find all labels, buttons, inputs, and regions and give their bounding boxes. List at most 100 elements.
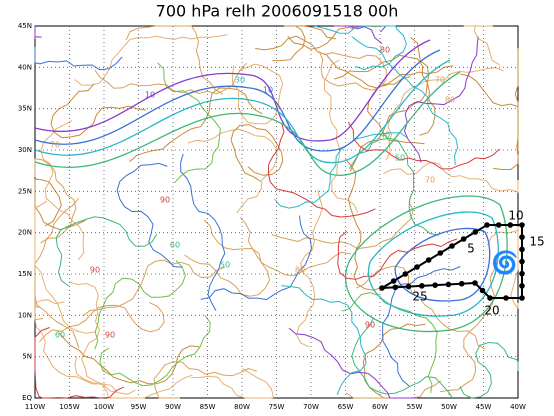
contour-line (55, 216, 158, 287)
contour-label: 60 (170, 241, 180, 250)
contour-line (323, 59, 359, 213)
map-title: 700 hPa relh 2006091518 00h (156, 2, 399, 21)
track-point (392, 284, 399, 291)
lat-label: 10N (18, 311, 32, 319)
track-point (472, 280, 478, 286)
lat-label: 35N (18, 105, 32, 113)
contour-label: 30 (235, 76, 245, 85)
lon-label: 65W (338, 403, 354, 411)
contour-label: 60 (55, 331, 65, 340)
contour-line (34, 158, 77, 244)
contour-line (74, 34, 228, 86)
contour-label: 90 (160, 196, 170, 205)
track-point (479, 287, 486, 294)
contour-line (267, 123, 376, 218)
track-point (405, 283, 412, 290)
contour-line (351, 317, 454, 399)
contour-label: 80 (445, 96, 455, 105)
lon-label: 110W (25, 403, 45, 411)
contour-line (341, 292, 438, 394)
contour-line (288, 327, 418, 399)
contour-label: 50 (395, 154, 405, 163)
contour-label: 40 (380, 131, 390, 140)
contour-line (349, 137, 439, 236)
contour-line (40, 119, 85, 261)
track-point (519, 222, 525, 228)
track-point (503, 295, 509, 301)
track-point (460, 236, 467, 242)
track-point (414, 264, 420, 270)
track-label: 25 (412, 290, 427, 304)
contour-labels: 10 10 30 40 50 70 80 90 90 90 60 50 80 70 90 70 80 60 (50, 46, 455, 340)
lon-label: 40W (510, 403, 526, 411)
contour-line (34, 299, 118, 393)
lon-label: 80W (234, 403, 250, 411)
track-label: 15 (529, 235, 544, 249)
contour-line (34, 39, 431, 142)
contour-line (50, 83, 147, 139)
contour-line (231, 63, 284, 125)
contour-line (334, 54, 436, 136)
track-point (495, 222, 502, 228)
contour-line (347, 122, 500, 170)
contour-label: 90 (365, 321, 375, 330)
contour-label: 70 (50, 141, 60, 150)
lat-label: 15N (18, 270, 32, 278)
contour-line (403, 36, 479, 163)
contour-line (459, 341, 519, 399)
contour-label: 90 (105, 331, 115, 340)
track-point (419, 283, 425, 289)
storm-track: 🌀 (379, 222, 525, 301)
lat-label: 30N (18, 146, 32, 154)
track-point (425, 257, 432, 263)
lon-label: 50W (441, 403, 457, 411)
lon-label: 95W (131, 403, 147, 411)
contour-line (274, 132, 409, 209)
graticule (35, 26, 518, 398)
contour-line (203, 219, 351, 277)
track-point (472, 229, 479, 235)
lat-label: 20N (18, 229, 32, 237)
contour-line (34, 197, 80, 321)
track-point (519, 283, 525, 289)
track-labels: 5 10 15 20 25 (412, 209, 544, 318)
contour-line (200, 215, 313, 301)
track-point (445, 281, 452, 288)
contour-line (34, 327, 125, 399)
contour-line (125, 25, 224, 95)
contour-line (180, 153, 226, 311)
track-label: 5 (467, 242, 475, 256)
contour-line (190, 368, 275, 399)
contours (34, 25, 519, 399)
contour-line (382, 266, 461, 387)
lat-label: 5N (22, 353, 32, 361)
track-point (432, 282, 438, 288)
contour-line (460, 73, 519, 152)
contour-line (318, 51, 387, 91)
contour-line (296, 189, 324, 348)
contour-line (34, 49, 441, 152)
track-point (390, 278, 397, 284)
lon-label: 90W (165, 403, 181, 411)
contour-line (351, 36, 459, 165)
track-point (437, 250, 444, 256)
lon-label: 85W (200, 403, 216, 411)
contour-line (34, 178, 86, 231)
contour-line (230, 124, 284, 182)
contour-label: 80 (380, 46, 390, 55)
lon-label: 75W (269, 403, 285, 411)
contour-label: 70 (435, 76, 445, 85)
contour-line (34, 26, 42, 39)
track-point (519, 258, 525, 265)
lon-label: 55W (407, 403, 423, 411)
track-point (484, 222, 490, 228)
contour-line (344, 195, 508, 333)
contour-line (272, 25, 336, 62)
lon-label: 45W (476, 403, 492, 411)
contour-line (39, 301, 165, 343)
contour-label: 90 (90, 266, 100, 275)
contour-line (99, 315, 211, 387)
contour-label: 10 (145, 91, 155, 100)
contour-line (281, 285, 367, 395)
